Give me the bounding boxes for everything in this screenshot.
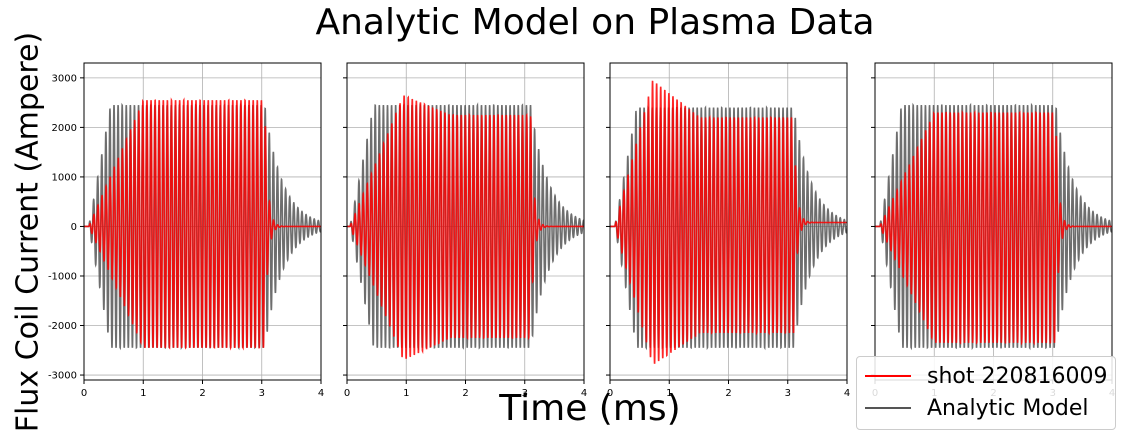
y-tick-label: 1000 <box>52 172 77 183</box>
series-group <box>610 80 847 364</box>
y-tick-label: -3000 <box>48 371 77 382</box>
y-tick-label: 2000 <box>52 123 77 134</box>
y-tick-label: -2000 <box>48 321 77 332</box>
x-tick-label: 1 <box>666 388 672 399</box>
series-line-shot <box>84 97 321 351</box>
legend-swatch-shot <box>865 375 911 377</box>
legend-entry-shot: shot 220816009 <box>865 361 1107 391</box>
x-tick-label: 0 <box>344 388 350 399</box>
legend: shot 220816009 Analytic Model <box>856 356 1116 430</box>
chart-title: Analytic Model on Plasma Data <box>315 2 875 43</box>
x-tick-label: 0 <box>81 388 87 399</box>
x-tick-label: 2 <box>462 388 468 399</box>
panel-2: 0 1 2 3 4 <box>343 62 587 399</box>
y-axis-label: Flux Coil Current (Ampere) <box>10 31 46 433</box>
x-tick-label: 2 <box>725 388 731 399</box>
y-tick-label: 0 <box>71 222 77 233</box>
legend-entry-model: Analytic Model <box>865 393 1089 423</box>
x-tick-label: 3 <box>522 388 528 399</box>
series-line-shot <box>875 109 1112 346</box>
legend-label-model: Analytic Model <box>927 395 1089 421</box>
x-tick-label: 4 <box>844 388 850 399</box>
x-tick-label: 1 <box>140 388 146 399</box>
y-tick-label: 3000 <box>52 73 77 84</box>
x-axis-label: Time (ms) <box>499 388 681 429</box>
legend-swatch-model <box>865 407 911 409</box>
series-line-shot <box>347 95 584 359</box>
panel-1: 0 1 2 3 4 -3000 -2000 -1000 0 1000 2000 3000 <box>48 62 324 399</box>
x-tick-label: 4 <box>581 388 587 399</box>
x-tick-label: 2 <box>199 388 205 399</box>
x-tick-label: 4 <box>318 388 324 399</box>
series-group <box>875 102 1112 351</box>
series-group <box>347 95 584 359</box>
x-tick-label: 3 <box>259 388 265 399</box>
x-tick-label: 3 <box>785 388 791 399</box>
x-tick-label: 1 <box>403 388 409 399</box>
series-group <box>84 97 321 351</box>
panel-3: 0 1 2 3 4 <box>606 62 850 399</box>
y-tick-label: -1000 <box>48 271 77 282</box>
legend-label-shot: shot 220816009 <box>927 363 1108 389</box>
x-tick-label: 0 <box>607 388 613 399</box>
series-line-shot <box>610 80 847 364</box>
